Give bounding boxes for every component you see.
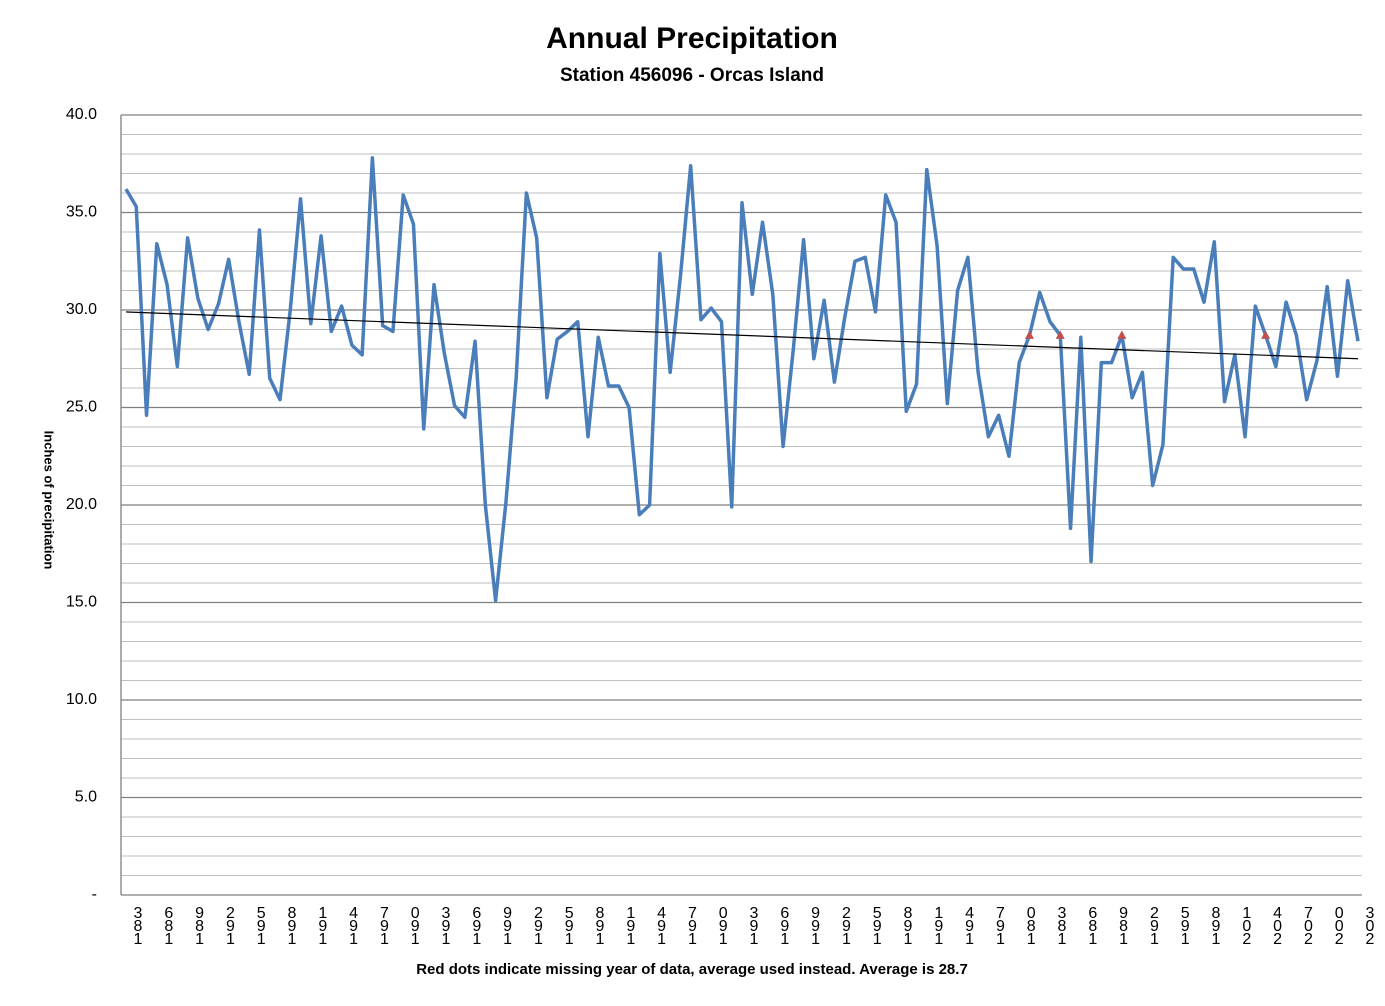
missing-marker (1024, 330, 1034, 339)
chart-subtitle: Station 456096 - Orcas Island (560, 65, 824, 86)
y-tick-label: 20.0 (66, 496, 97, 513)
precip-line (124, 156, 1360, 603)
y-tick-label: 5.0 (75, 789, 97, 806)
missing-marker (1055, 330, 1065, 339)
chart-title: Annual Precipitation (546, 22, 838, 55)
y-tick-label: 25.0 (66, 399, 97, 416)
trendline (125, 311, 1359, 360)
y-tick-label: 40.0 (66, 106, 97, 123)
y-tick-label: 35.0 (66, 204, 97, 221)
missing-marker (1117, 330, 1127, 339)
y-axis-label: Inches of precipitation (42, 431, 57, 570)
y-tick-label: 30.0 (66, 301, 97, 318)
x-axis-caption: Red dots indicate missing year of data, … (416, 961, 968, 978)
y-tick-label: 10.0 (66, 691, 97, 708)
y-tick-label: 15.0 (66, 594, 97, 611)
missing-marker (1261, 330, 1271, 339)
y-tick-label: - (92, 886, 97, 903)
